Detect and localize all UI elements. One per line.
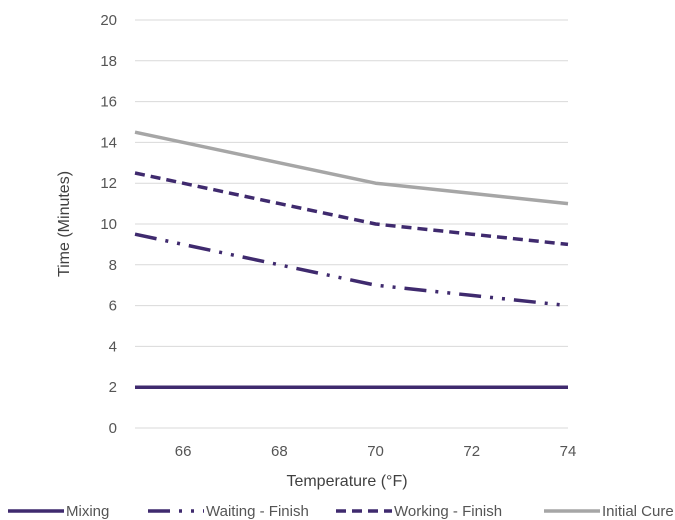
x-tick-label: 70 bbox=[367, 443, 384, 460]
y-tick-label: 6 bbox=[109, 298, 117, 315]
y-axis-title: Time (Minutes) bbox=[56, 171, 73, 277]
y-tick-label: 4 bbox=[109, 338, 117, 355]
legend-label: Initial Cure bbox=[602, 503, 674, 520]
y-tick-label: 14 bbox=[100, 134, 117, 151]
x-axis-title: Temperature (°F) bbox=[286, 473, 407, 490]
y-tick-label: 16 bbox=[100, 94, 117, 111]
y-tick-labels: 0 2 4 6 8 10 12 14 16 18 20 bbox=[100, 12, 117, 437]
y-tick-label: 10 bbox=[100, 216, 117, 233]
legend-item: Working - Finish bbox=[336, 503, 502, 520]
y-tick-label: 8 bbox=[109, 257, 117, 274]
y-tick-label: 18 bbox=[100, 53, 117, 70]
legend-label: Mixing bbox=[66, 503, 109, 520]
x-tick-labels: 66 68 70 72 74 bbox=[175, 443, 577, 460]
series-line-waiting-finish bbox=[134, 232, 569, 308]
legend-label: Waiting - Finish bbox=[206, 503, 309, 520]
x-tick-label: 74 bbox=[560, 443, 577, 460]
series-line-initial-cure bbox=[134, 130, 569, 206]
y-tick-label: 0 bbox=[109, 420, 117, 437]
series-line-working-finish bbox=[134, 171, 569, 247]
legend-item: Mixing bbox=[8, 503, 109, 520]
x-tick-label: 68 bbox=[271, 443, 288, 460]
legend-item: Waiting - Finish bbox=[148, 503, 309, 520]
legend-label: Working - Finish bbox=[394, 503, 502, 520]
y-tick-label: 12 bbox=[100, 175, 117, 192]
legend: Mixing Waiting - Finish Working - Finish In… bbox=[8, 503, 674, 520]
legend-item: Initial Cure bbox=[544, 503, 674, 520]
x-tick-label: 66 bbox=[175, 443, 192, 460]
y-tick-label: 20 bbox=[100, 12, 117, 29]
series-lines bbox=[134, 130, 569, 389]
y-tick-label: 2 bbox=[109, 379, 117, 396]
gridlines bbox=[135, 19, 568, 429]
x-tick-label: 72 bbox=[463, 443, 480, 460]
